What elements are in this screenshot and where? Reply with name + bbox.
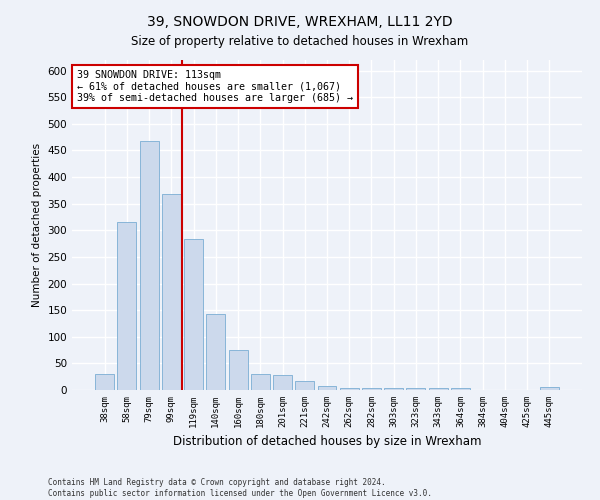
Bar: [229, 350, 248, 390]
Bar: [184, 240, 203, 390]
Bar: [140, 142, 158, 390]
Bar: [251, 374, 270, 390]
Bar: [162, 194, 181, 390]
Bar: [206, 314, 225, 390]
Bar: [451, 388, 470, 390]
Bar: [540, 388, 559, 390]
Text: Contains HM Land Registry data © Crown copyright and database right 2024.
Contai: Contains HM Land Registry data © Crown c…: [48, 478, 432, 498]
Bar: [384, 388, 403, 390]
Bar: [295, 382, 314, 390]
Bar: [118, 222, 136, 390]
Bar: [273, 375, 292, 390]
X-axis label: Distribution of detached houses by size in Wrexham: Distribution of detached houses by size …: [173, 436, 481, 448]
Y-axis label: Number of detached properties: Number of detached properties: [32, 143, 42, 307]
Text: 39 SNOWDON DRIVE: 113sqm
← 61% of detached houses are smaller (1,067)
39% of sem: 39 SNOWDON DRIVE: 113sqm ← 61% of detach…: [77, 70, 353, 103]
Bar: [429, 388, 448, 390]
Text: Size of property relative to detached houses in Wrexham: Size of property relative to detached ho…: [131, 35, 469, 48]
Bar: [406, 388, 425, 390]
Bar: [340, 388, 359, 390]
Text: 39, SNOWDON DRIVE, WREXHAM, LL11 2YD: 39, SNOWDON DRIVE, WREXHAM, LL11 2YD: [147, 15, 453, 29]
Bar: [317, 386, 337, 390]
Bar: [95, 374, 114, 390]
Bar: [362, 388, 381, 390]
